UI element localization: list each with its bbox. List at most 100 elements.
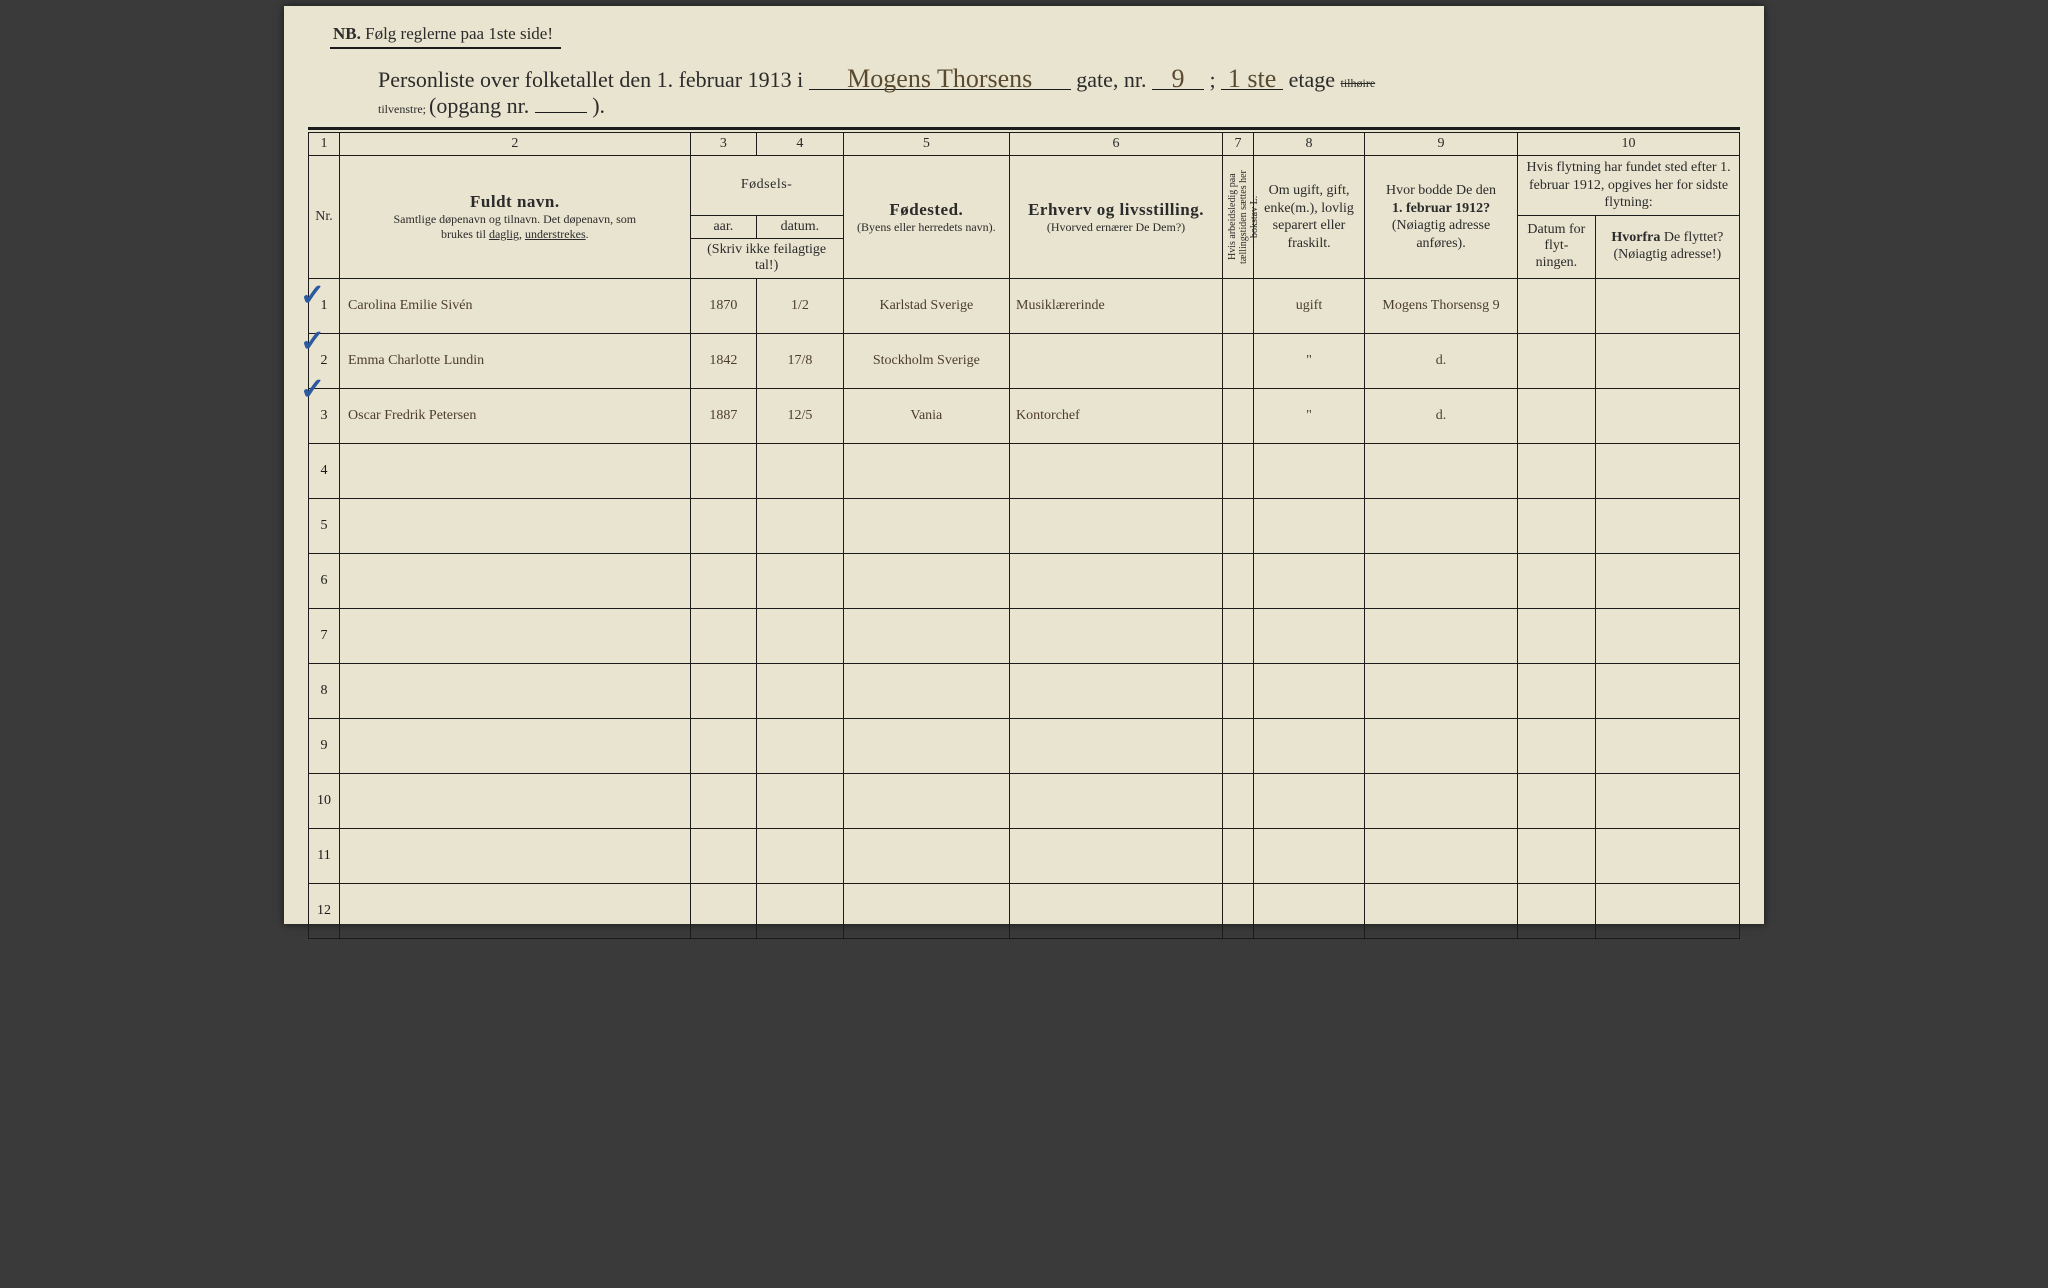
floor-slot: 1 ste bbox=[1221, 69, 1283, 90]
cell-name bbox=[340, 774, 691, 829]
head-erhverv: Erhverv og livsstilling. (Hvorved ernære… bbox=[1010, 156, 1223, 279]
cell-col10b bbox=[1595, 774, 1739, 829]
cell-occupation: Kontorchef bbox=[1010, 389, 1223, 444]
table-row: 11 bbox=[309, 829, 1740, 884]
cell-place bbox=[843, 444, 1009, 499]
cell-occupation bbox=[1010, 609, 1223, 664]
close-paren: ). bbox=[592, 93, 605, 118]
row-number: 11 bbox=[309, 829, 340, 884]
cell-date bbox=[757, 499, 844, 554]
row-number: 6 bbox=[309, 554, 340, 609]
nb-prefix: NB. bbox=[333, 24, 361, 43]
colnum-7: 7 bbox=[1223, 133, 1254, 156]
table-row: 7 bbox=[309, 609, 1740, 664]
cell-date: 1/2 bbox=[757, 279, 844, 334]
cell-name: Carolina Emilie Sivén bbox=[340, 279, 691, 334]
head-fodested-sub: (Byens eller herredets navn). bbox=[848, 220, 1005, 235]
table-row: 1Carolina Emilie Sivén18701/2Karlstad Sv… bbox=[309, 279, 1740, 334]
cell-col8 bbox=[1254, 664, 1365, 719]
cell-col10a bbox=[1518, 884, 1596, 939]
cell-col9 bbox=[1364, 554, 1517, 609]
street-slot: Mogens Thorsens bbox=[809, 69, 1071, 90]
head-col7-text: Hvis arbeidsledig paa tællingstiden sætt… bbox=[1227, 169, 1260, 265]
cell-year bbox=[690, 884, 757, 939]
colnum-8: 8 bbox=[1254, 133, 1365, 156]
cell-col9 bbox=[1364, 499, 1517, 554]
cell-col7 bbox=[1223, 389, 1254, 444]
cell-col7 bbox=[1223, 554, 1254, 609]
cell-name bbox=[340, 884, 691, 939]
head-col7: Hvis arbeidsledig paa tællingstiden sætt… bbox=[1223, 156, 1254, 279]
cell-col7 bbox=[1223, 609, 1254, 664]
cell-col8: " bbox=[1254, 334, 1365, 389]
cell-col10b bbox=[1595, 829, 1739, 884]
cell-year bbox=[690, 609, 757, 664]
table-row: 8 bbox=[309, 664, 1740, 719]
cell-place: Vania bbox=[843, 389, 1009, 444]
cell-date bbox=[757, 444, 844, 499]
row-number: 10 bbox=[309, 774, 340, 829]
opgang-slot bbox=[535, 112, 587, 113]
cell-name bbox=[340, 499, 691, 554]
cell-col8 bbox=[1254, 444, 1365, 499]
table-row: 9 bbox=[309, 719, 1740, 774]
cell-date bbox=[757, 774, 844, 829]
cell-col10a bbox=[1518, 719, 1596, 774]
col9c: (Nøiagtig adresse anføres). bbox=[1392, 218, 1490, 251]
head-datum: datum. bbox=[757, 215, 844, 238]
cell-date: 12/5 bbox=[757, 389, 844, 444]
cell-place bbox=[843, 499, 1009, 554]
cell-col10a bbox=[1518, 774, 1596, 829]
nb-instruction: NB. Følg reglerne paa 1ste side! bbox=[330, 24, 561, 49]
cell-col10a bbox=[1518, 334, 1596, 389]
cell-year: 1887 bbox=[690, 389, 757, 444]
colnum-4: 4 bbox=[757, 133, 844, 156]
cell-year bbox=[690, 444, 757, 499]
cell-col9 bbox=[1364, 444, 1517, 499]
cell-col10b bbox=[1595, 884, 1739, 939]
cell-name bbox=[340, 829, 691, 884]
head-erhverv-t: Erhverv og livsstilling. bbox=[1014, 200, 1218, 220]
cell-col8 bbox=[1254, 719, 1365, 774]
cell-place bbox=[843, 554, 1009, 609]
cell-place: Karlstad Sverige bbox=[843, 279, 1009, 334]
head-fodsels: Fødsels- bbox=[690, 156, 843, 216]
cell-col7 bbox=[1223, 279, 1254, 334]
cell-col10b bbox=[1595, 499, 1739, 554]
colnum-1: 1 bbox=[309, 133, 340, 156]
colnum-6: 6 bbox=[1010, 133, 1223, 156]
cell-col7 bbox=[1223, 884, 1254, 939]
cell-col7 bbox=[1223, 499, 1254, 554]
head-fuldt: Fuldt navn. bbox=[344, 192, 686, 212]
colnum-10: 10 bbox=[1518, 133, 1740, 156]
side-strike: tilhøire bbox=[1341, 76, 1376, 90]
cell-col9 bbox=[1364, 664, 1517, 719]
table-row: 5 bbox=[309, 499, 1740, 554]
cell-year: 1842 bbox=[690, 334, 757, 389]
cell-col10b bbox=[1595, 334, 1739, 389]
cell-date bbox=[757, 719, 844, 774]
cell-col10b bbox=[1595, 389, 1739, 444]
cell-col8 bbox=[1254, 774, 1365, 829]
col9b: 1. februar 1912? bbox=[1392, 201, 1490, 216]
cell-date bbox=[757, 664, 844, 719]
cell-col8: " bbox=[1254, 389, 1365, 444]
head-col10b: Hvorfra De flyttet? (Nøiagtig adresse!) bbox=[1595, 215, 1739, 279]
census-form-page: NB. Følg reglerne paa 1ste side! Personl… bbox=[284, 6, 1764, 924]
cell-date: 17/8 bbox=[757, 334, 844, 389]
cell-col10a bbox=[1518, 554, 1596, 609]
cell-place bbox=[843, 664, 1009, 719]
row-number: 9 bbox=[309, 719, 340, 774]
row-number: 5 bbox=[309, 499, 340, 554]
table-row: 12 bbox=[309, 884, 1740, 939]
semi: ; bbox=[1209, 67, 1215, 92]
cell-col9 bbox=[1364, 609, 1517, 664]
colnum-9: 9 bbox=[1364, 133, 1517, 156]
cell-col10b bbox=[1595, 664, 1739, 719]
cell-col9 bbox=[1364, 719, 1517, 774]
head-name: Fuldt navn. Samtlige døpenavn og tilnavn… bbox=[340, 156, 691, 279]
cell-name: Oscar Fredrik Petersen bbox=[340, 389, 691, 444]
cell-col7 bbox=[1223, 664, 1254, 719]
etage-label: etage bbox=[1289, 67, 1335, 92]
cell-occupation: Musiklærerinde bbox=[1010, 279, 1223, 334]
